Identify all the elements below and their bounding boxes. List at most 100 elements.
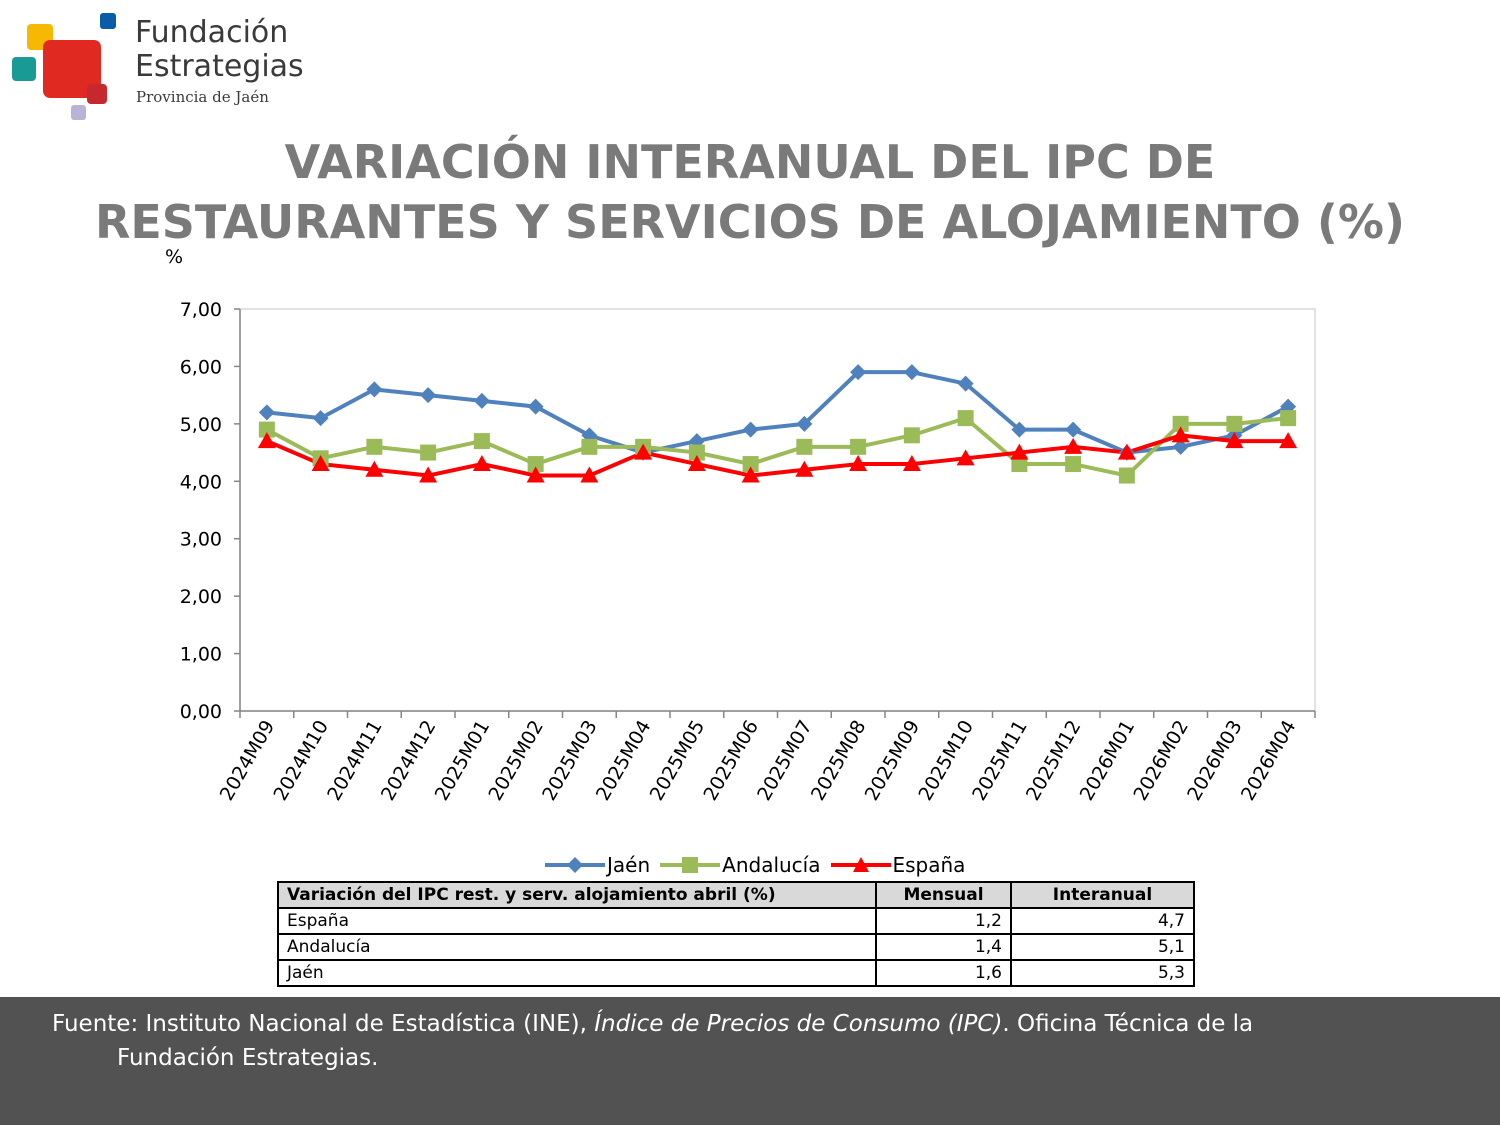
data-point — [311, 455, 330, 472]
source-italic: Índice de Precios de Consumo (IPC) — [594, 1011, 1003, 1037]
data-point — [903, 364, 920, 381]
table-row: Andalucía 1,4 5,1 — [277, 933, 1195, 961]
logo: Fundación Estrategias Provincia de Jaén — [10, 10, 320, 125]
data-point — [1172, 415, 1189, 432]
data-point — [420, 444, 437, 461]
data-point — [526, 466, 545, 483]
data-point — [849, 455, 868, 472]
data-point — [1279, 432, 1298, 449]
data-point — [419, 466, 438, 483]
data-point — [903, 427, 920, 444]
summary-cell-mensual: 1,4 — [875, 933, 1012, 961]
data-point — [1226, 415, 1243, 432]
data-point — [796, 438, 813, 455]
source-footer: Fuente: Instituto Nacional de Estadístic… — [0, 997, 1500, 1125]
summary-header-interanual: Interanual — [1010, 881, 1195, 909]
logo-square-darkred — [87, 84, 107, 104]
data-point — [472, 455, 491, 472]
logo-text-line1: Fundación — [135, 15, 289, 50]
data-point — [956, 449, 975, 466]
data-point — [957, 375, 974, 392]
data-point — [957, 410, 974, 427]
y-tick-label: 3,00 — [180, 529, 222, 551]
data-point — [1280, 410, 1297, 427]
data-point — [420, 387, 437, 404]
summary-cell-region: Andalucía — [277, 933, 877, 961]
series-line — [266, 433, 1289, 478]
table-row: España 1,2 4,7 — [277, 907, 1195, 935]
legend-label-espana: España — [892, 853, 966, 877]
source-line1: Fuente: Instituto Nacional de Estadístic… — [52, 1007, 1420, 1041]
data-point — [1011, 456, 1028, 473]
triangle-marker-icon — [830, 857, 891, 872]
summary-cell-mensual: 1,6 — [875, 959, 1012, 987]
page-title: VARIACIÓN INTERANUAL DEL IPC DE RESTAURA… — [0, 132, 1500, 252]
source-suffix: . Oficina Técnica de la — [1002, 1011, 1254, 1037]
title-line1: VARIACIÓN INTERANUAL DEL IPC DE — [284, 135, 1216, 189]
y-tick-label: 6,00 — [180, 356, 222, 378]
summary-header-mensual: Mensual — [875, 881, 1012, 909]
summary-cell-interanual: 5,1 — [1010, 933, 1195, 961]
data-point — [1064, 437, 1083, 454]
legend-label-andalucia: Andalucía — [722, 853, 821, 877]
data-point — [902, 455, 921, 472]
series-lines — [265, 370, 1290, 478]
summary-cell-region: Jaén — [277, 959, 877, 987]
logo-square-teal — [12, 57, 36, 81]
data-point — [1011, 421, 1028, 438]
source-prefix: Fuente: Instituto Nacional de Estadístic… — [52, 1011, 595, 1037]
data-point — [1065, 456, 1082, 473]
legend-label-jaen: Jaén — [607, 853, 651, 877]
line-chart: % 0,001,002,003,004,005,006,007,002024M0… — [165, 246, 1316, 805]
summary-header-row: Variación del IPC rest. y serv. alojamie… — [277, 881, 1195, 909]
data-point — [258, 421, 275, 438]
data-point — [257, 432, 276, 449]
data-point — [1171, 426, 1190, 443]
data-point — [687, 455, 706, 472]
data-point — [527, 398, 544, 415]
data-point — [366, 438, 383, 455]
data-point — [795, 460, 814, 477]
summary-header-label: Variación del IPC rest. y serv. alojamie… — [277, 881, 877, 909]
y-tick-label: 5,00 — [180, 414, 222, 436]
data-point — [634, 443, 653, 460]
data-point — [312, 410, 329, 427]
data-point — [258, 404, 275, 421]
data-point — [580, 466, 599, 483]
data-point — [688, 444, 705, 461]
legend-item-espana: España — [830, 853, 966, 877]
data-point — [1172, 438, 1189, 455]
data-point — [581, 438, 598, 455]
data-point — [473, 392, 490, 409]
legend-item-jaen: Jaén — [545, 853, 650, 877]
data-point — [742, 456, 759, 473]
chart-legend: Jaén Andalucía España — [545, 852, 975, 878]
summary-cell-interanual: 5,3 — [1010, 959, 1195, 987]
y-tick-label: 1,00 — [180, 644, 222, 666]
data-point — [1010, 443, 1029, 460]
x-tick-label: 2026M04 — [1237, 717, 1301, 805]
legend-item-andalucia: Andalucía — [660, 853, 821, 877]
data-point — [1118, 467, 1135, 484]
data-point — [365, 460, 384, 477]
summary-cell-region: España — [277, 907, 877, 935]
source-text: Fuente: Instituto Nacional de Estadístic… — [52, 1007, 1420, 1075]
y-tick-label: 7,00 — [180, 299, 222, 321]
y-tick-label: 4,00 — [180, 471, 222, 493]
logo-text-line3: Provincia de Jaén — [136, 88, 269, 106]
data-point — [741, 466, 760, 483]
logo-square-lavender — [71, 105, 86, 120]
data-point — [1117, 443, 1136, 460]
data-point — [473, 433, 490, 450]
plot-area — [239, 308, 1316, 712]
diamond-marker-icon — [545, 857, 605, 873]
data-point — [366, 381, 383, 398]
summary-cell-mensual: 1,2 — [875, 907, 1012, 935]
data-point — [850, 438, 867, 455]
data-point — [796, 415, 813, 432]
square-marker-icon — [660, 857, 721, 873]
series-line — [266, 370, 1290, 455]
data-point — [527, 456, 544, 473]
table-row: Jaén 1,6 5,3 — [277, 959, 1195, 987]
title-line2: RESTAURANTES Y SERVICIOS DE ALOJAMIENTO … — [94, 195, 1406, 249]
